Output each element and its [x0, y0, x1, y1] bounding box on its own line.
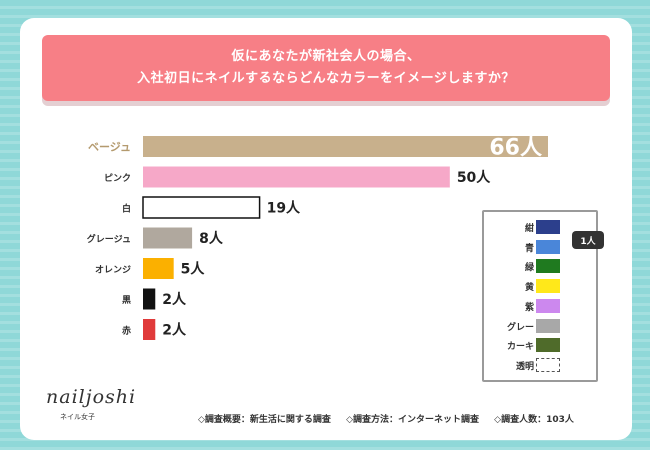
legend-item: 紫	[484, 298, 596, 313]
legend-item: 紺	[484, 220, 596, 234]
legend-label: 紫	[524, 302, 534, 313]
legend-label: 紺	[524, 224, 534, 234]
category-label: ピンク	[104, 172, 131, 184]
legend-label: 緑	[524, 263, 534, 274]
legend-label: グレー	[506, 322, 534, 333]
legend-item: 透明	[484, 357, 596, 372]
value-label: 2人	[162, 291, 187, 308]
bar	[142, 196, 261, 219]
legend-label: カーキ	[506, 342, 534, 353]
legend-item: 青	[484, 239, 596, 254]
category-label: 赤	[122, 325, 131, 337]
category-label: 黒	[122, 295, 131, 306]
nailjoshi-logo: nailjoshi	[46, 386, 137, 408]
question-line-2: 入社初日にネイルするならどんなカラーをイメージしますか？	[137, 71, 515, 86]
question-line-1: 仮にあなたが新社会人の場合、	[231, 49, 421, 64]
category-label: オレンジ	[95, 265, 131, 276]
bar	[143, 136, 548, 157]
legend-item: 緑	[484, 259, 596, 274]
legend-label: 青	[524, 243, 534, 254]
legend-swatch	[536, 298, 560, 313]
category-label: グレージュ	[87, 233, 131, 245]
legend-item: カーキ	[484, 338, 596, 353]
value-label: 8人	[199, 230, 224, 247]
legend-unit-badge: 1人	[572, 231, 604, 249]
bar	[143, 319, 156, 340]
legend-swatch	[536, 279, 560, 294]
category-label: ベージュ	[88, 141, 131, 154]
value-label: 2人	[162, 322, 187, 339]
value-label: 66人	[489, 136, 542, 161]
legend-label: 透明	[515, 361, 534, 372]
question-banner: 仮にあなたが新社会人の場合、 入社初日にネイルするならどんなカラーをイメージしま…	[42, 35, 610, 101]
chart-card: 仮にあなたが新社会人の場合、 入社初日にネイルするならどんなカラーをイメージしま…	[20, 18, 632, 440]
bar	[143, 288, 156, 310]
bar	[143, 166, 450, 188]
legend-item: グレー	[484, 318, 596, 333]
category-label: 白	[122, 203, 131, 215]
legend-swatch	[536, 318, 560, 333]
legend-swatch	[536, 357, 560, 372]
legend-swatch	[536, 259, 560, 274]
survey-respondents: ◇調査人数：103人	[494, 415, 574, 425]
value-label: 19人	[267, 200, 301, 217]
nailjoshi-logo-sub: ネイル女子	[60, 413, 95, 421]
legend-swatch	[536, 338, 560, 353]
legend-swatch	[536, 220, 560, 234]
survey-method: ◇調査方法：インターネット調査	[346, 415, 480, 425]
legend-item: 黄	[484, 279, 596, 294]
value-label: 50人	[457, 169, 491, 186]
survey-outline: ◇調査概要：新生活に関する調査	[198, 415, 331, 425]
legend-label: 黄	[524, 283, 534, 294]
bar	[143, 227, 193, 249]
legend-swatch	[536, 239, 560, 254]
survey-footer: ◇調査概要：新生活に関する調査 ◇調査方法：インターネット調査 ◇調査人数：10…	[198, 412, 586, 425]
bar	[143, 258, 174, 279]
value-label: 5人	[181, 261, 206, 278]
